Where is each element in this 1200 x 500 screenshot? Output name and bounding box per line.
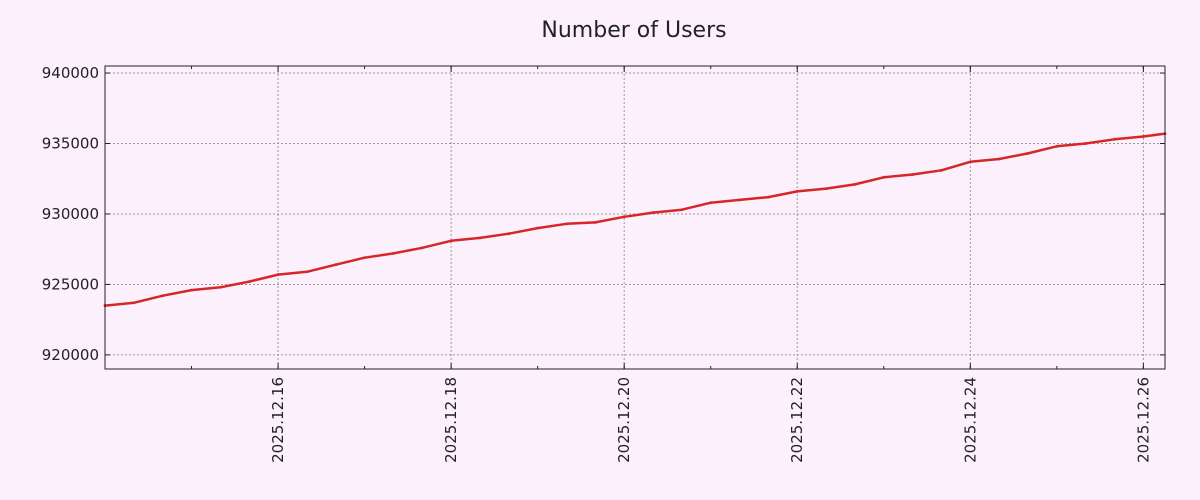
x-tick-label: 2025.12.20 bbox=[615, 377, 633, 463]
x-tick-label: 2025.12.26 bbox=[1134, 377, 1152, 463]
data-point bbox=[507, 232, 511, 236]
data-point bbox=[132, 301, 136, 305]
y-tick-label: 935000 bbox=[42, 135, 99, 153]
data-point bbox=[968, 160, 972, 164]
data-point bbox=[218, 285, 222, 289]
x-tick-label: 2025.12.16 bbox=[269, 377, 287, 463]
data-point bbox=[161, 294, 165, 298]
data-point bbox=[190, 288, 193, 292]
data-point bbox=[334, 263, 338, 267]
data-point bbox=[593, 221, 597, 224]
y-tick-label: 920000 bbox=[42, 346, 99, 364]
data-point bbox=[882, 175, 886, 179]
data-point bbox=[449, 239, 453, 243]
data-point bbox=[247, 280, 251, 284]
data-point bbox=[305, 270, 309, 274]
data-point bbox=[824, 187, 828, 191]
data-point bbox=[680, 208, 684, 212]
data-point bbox=[1084, 142, 1088, 145]
data-point bbox=[536, 226, 540, 230]
data-point bbox=[911, 173, 915, 176]
data-point bbox=[392, 252, 395, 255]
data-point bbox=[767, 195, 770, 199]
data-point bbox=[276, 273, 280, 276]
data-point bbox=[622, 215, 626, 219]
data-point bbox=[651, 211, 655, 214]
axes: 920000 925000 930000 935000 940000 2025.12.16… bbox=[42, 64, 1165, 463]
data-point bbox=[420, 246, 424, 250]
data-point bbox=[1113, 137, 1116, 141]
y-tick-label: 930000 bbox=[42, 205, 99, 223]
series-layer bbox=[103, 132, 1167, 307]
data-point bbox=[1141, 135, 1145, 138]
data-point bbox=[709, 201, 713, 205]
series-line bbox=[104, 132, 1166, 307]
data-point bbox=[363, 256, 366, 260]
data-point bbox=[853, 182, 857, 186]
chart-title: Number of Users bbox=[541, 18, 726, 43]
data-point bbox=[478, 236, 482, 240]
data-point bbox=[738, 198, 741, 202]
x-tick-label: 2025.12.24 bbox=[961, 377, 979, 463]
x-tick-label: 2025.12.18 bbox=[442, 377, 460, 463]
data-point bbox=[795, 190, 799, 193]
data-point bbox=[997, 157, 1001, 161]
y-tick-label: 925000 bbox=[42, 275, 99, 293]
grid bbox=[105, 66, 1165, 369]
plot-frame bbox=[104, 65, 1166, 370]
data-point bbox=[565, 222, 568, 226]
y-tick-label: 940000 bbox=[42, 64, 99, 82]
data-point bbox=[1055, 144, 1059, 148]
data-point bbox=[940, 168, 943, 172]
x-tick-label: 2025.12.22 bbox=[788, 377, 806, 463]
data-point bbox=[1026, 151, 1030, 155]
